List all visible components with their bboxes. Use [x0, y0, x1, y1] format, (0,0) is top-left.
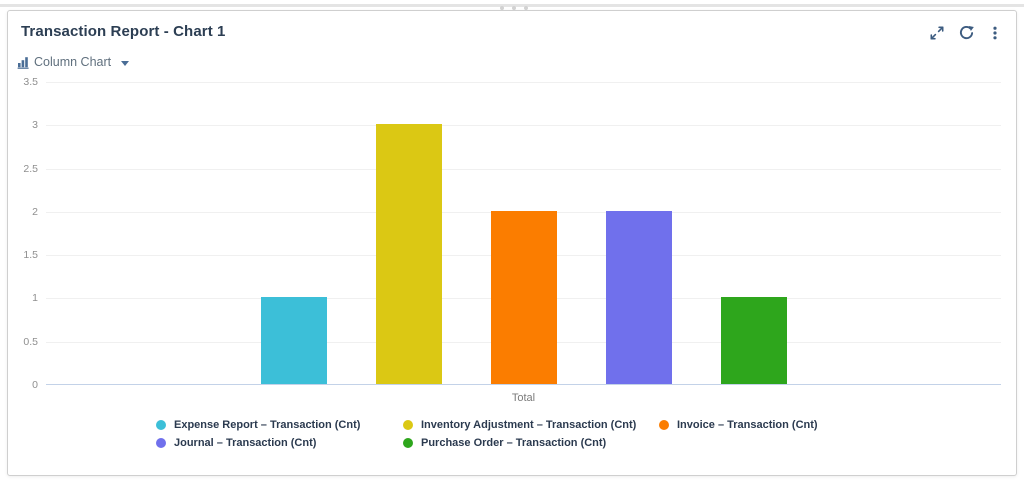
- page-title: Transaction Report - Chart 1: [21, 23, 226, 40]
- legend-label: Inventory Adjustment – Transaction (Cnt): [421, 419, 637, 431]
- y-tick-label: 3: [32, 119, 38, 132]
- portlet-drag-handle[interactable]: [500, 6, 528, 10]
- refresh-icon: [959, 25, 974, 39]
- chart-type-selector[interactable]: Column Chart: [17, 55, 130, 69]
- bar-invoice[interactable]: [490, 210, 557, 384]
- y-tick-label: 3.5: [23, 76, 38, 88]
- menu-button[interactable]: [986, 24, 1004, 42]
- legend-label: Purchase Order – Transaction (Cnt): [421, 437, 607, 449]
- drag-dot: [524, 6, 528, 10]
- legend-marker: [659, 420, 669, 430]
- legend-label: Expense Report – Transaction (Cnt): [174, 419, 361, 431]
- expand-icon: [930, 26, 944, 40]
- legend-marker: [156, 438, 166, 448]
- bar-expense-report[interactable]: [260, 297, 327, 384]
- gridline: [46, 168, 1001, 170]
- plot-area: [46, 82, 1001, 385]
- legend-item: Expense Report – Transaction (Cnt): [156, 418, 403, 432]
- refresh-button[interactable]: [957, 24, 975, 42]
- drag-dot: [500, 6, 504, 10]
- y-tick-label: 1.5: [23, 249, 38, 262]
- y-tick-label: 2.5: [23, 162, 38, 175]
- legend-item: Invoice – Transaction (Cnt): [659, 418, 818, 432]
- legend-marker: [156, 420, 166, 430]
- chart-type-label: Column Chart: [34, 55, 112, 69]
- legend-marker: [403, 420, 413, 430]
- chevron-down-icon: [121, 61, 130, 66]
- y-tick-label: 0.5: [23, 335, 38, 348]
- report-portlet: Transaction Report - Chart 1 C: [7, 10, 1017, 476]
- legend-item: Inventory Adjustment – Transaction (Cnt): [403, 418, 659, 432]
- legend-item: Purchase Order – Transaction (Cnt): [403, 436, 659, 450]
- column-chart-icon: [17, 56, 29, 69]
- x-axis-category-label: Total: [511, 392, 536, 404]
- y-tick-label: 0: [32, 379, 38, 391]
- legend-label: Journal – Transaction (Cnt): [174, 437, 317, 449]
- bar-inventory-adjustment[interactable]: [375, 124, 442, 384]
- y-tick-label: 2: [32, 205, 38, 218]
- y-tick-label: 1: [32, 292, 38, 305]
- y-axis-labels: 0 0.5 1 1.5 2 2.5 3 3.5: [8, 76, 38, 391]
- gridline: [46, 82, 1001, 83]
- legend-label: Invoice – Transaction (Cnt): [677, 419, 818, 431]
- x-axis-line: [46, 384, 1001, 385]
- drag-dot: [512, 6, 516, 10]
- bar-journal[interactable]: [605, 210, 672, 384]
- chart-legend: Expense Report – Transaction (Cnt) Invent…: [156, 418, 818, 450]
- kebab-menu-icon: [993, 26, 997, 40]
- bar-purchase-order[interactable]: [720, 297, 787, 384]
- legend-item: Journal – Transaction (Cnt): [156, 436, 403, 450]
- dashboard-divider: [0, 4, 1024, 7]
- legend-marker: [403, 438, 413, 448]
- portlet-toolbar: [928, 24, 1004, 42]
- gridline: [46, 125, 1001, 127]
- expand-button[interactable]: [928, 24, 946, 42]
